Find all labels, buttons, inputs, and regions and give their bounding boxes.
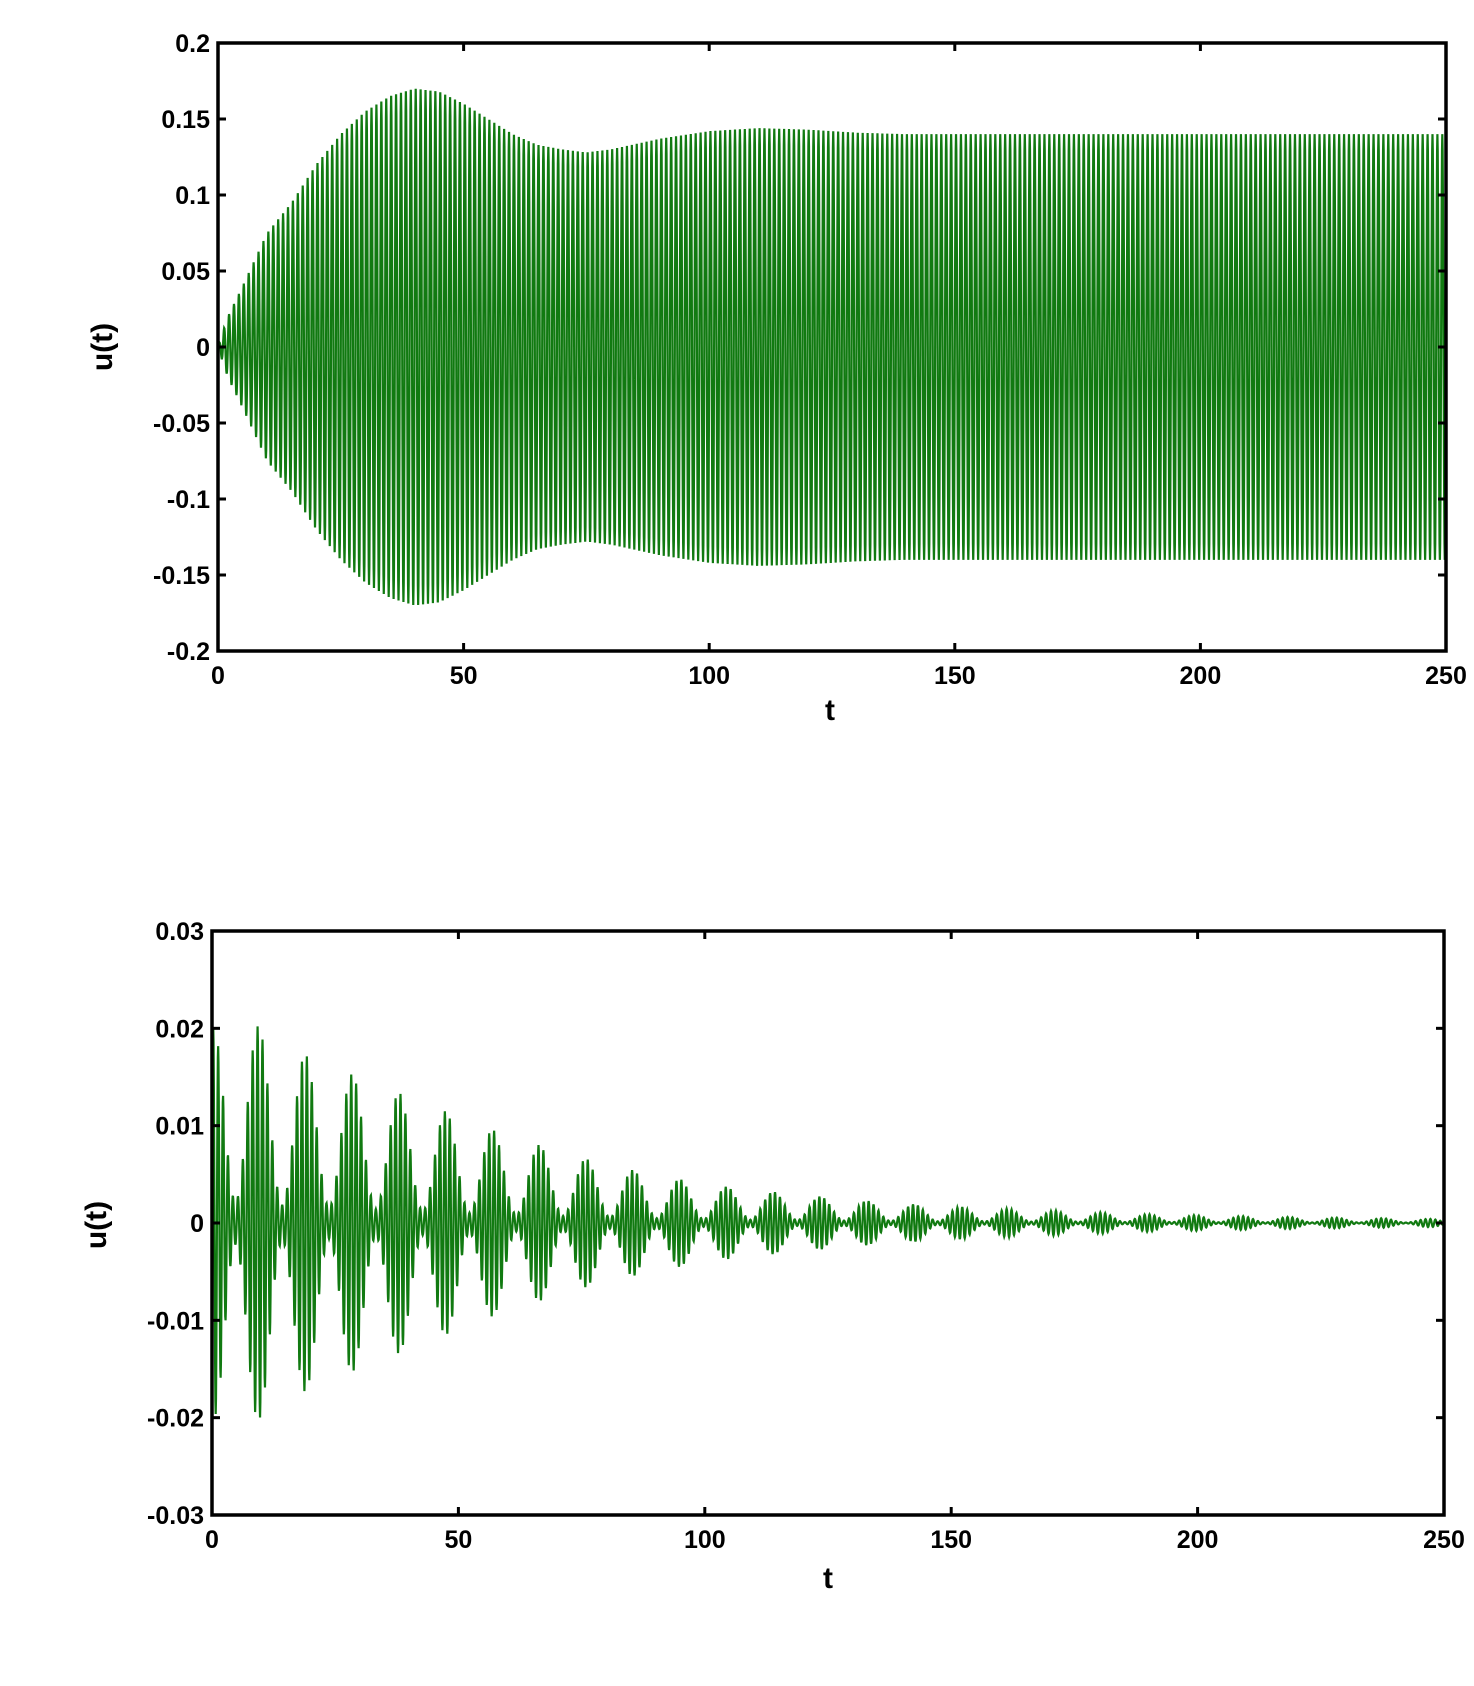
chart-bottom-ticks: 0 50 100 150 200 250 0.03 0.02 0.01 0 -0.01 -0.02 -0… — [147, 918, 1465, 1554]
chart-top-series-line — [217, 88, 1448, 606]
chart-top-y-tick-label: -0.2 — [167, 638, 210, 666]
chart-top-y-tick-label: -0.15 — [153, 562, 210, 590]
chart-bottom-x-axis-title: t — [823, 1562, 833, 1595]
chart-bottom-y-tick-label: 0.01 — [155, 1113, 204, 1141]
chart-top-y-tick-label: -0.1 — [167, 486, 210, 514]
chart-bottom: 0 50 100 150 200 250 0.03 0.02 0.01 0 -0.01 -0.02 -0… — [80, 918, 1465, 1595]
chart-top-ticks: 0 50 100 150 200 250 0.2 0.15 0.1 0.05 0 -0.05 -0.1 -… — [153, 30, 1467, 690]
chart-bottom-x-tick-label: 200 — [1177, 1526, 1219, 1554]
chart-bottom-x-tick-label: 0 — [205, 1526, 219, 1554]
chart-bottom-x-tick-label: 150 — [930, 1526, 972, 1554]
chart-bottom-y-tick-label: 0.02 — [155, 1015, 204, 1043]
chart-top-y-tick-label: 0.05 — [161, 258, 210, 286]
chart-top-x-tick-label: 0 — [211, 662, 225, 690]
chart-bottom-x-tick-label: 250 — [1423, 1526, 1465, 1554]
chart-bottom-y-tick-label: -0.01 — [147, 1307, 204, 1335]
chart-bottom-x-tick-label: 100 — [684, 1526, 726, 1554]
chart-top-y-axis-title: u(t) — [86, 323, 119, 371]
chart-top: 0 50 100 150 200 250 0.2 0.15 0.1 0.05 0 -0.05 -0.1 -… — [86, 30, 1467, 727]
chart-top-y-tick-label: 0.15 — [161, 106, 210, 134]
chart-top-x-tick-label: 50 — [450, 662, 478, 690]
chart-top-x-tick-label: 250 — [1425, 662, 1467, 690]
chart-top-y-tick-label: -0.05 — [153, 410, 210, 438]
chart-top-x-tick-label: 150 — [934, 662, 976, 690]
chart-top-x-tick-label: 100 — [688, 662, 730, 690]
chart-top-x-axis-title: t — [825, 694, 835, 727]
chart-bottom-y-tick-label: 0.03 — [155, 918, 204, 946]
chart-bottom-y-tick-label: 0 — [190, 1210, 204, 1238]
chart-top-x-tick-label: 200 — [1180, 662, 1222, 690]
chart-bottom-y-tick-label: -0.03 — [147, 1502, 204, 1530]
chart-bottom-x-tick-label: 50 — [444, 1526, 472, 1554]
chart-bottom-series-line — [210, 1026, 1445, 1418]
chart-top-y-tick-label: 0 — [196, 334, 210, 362]
chart-bottom-y-axis-title: u(t) — [80, 1201, 113, 1249]
chart-bottom-y-tick-label: -0.02 — [147, 1405, 204, 1433]
chart-top-y-tick-label: 0.1 — [175, 182, 210, 210]
chart-top-y-tick-label: 0.2 — [175, 30, 210, 58]
